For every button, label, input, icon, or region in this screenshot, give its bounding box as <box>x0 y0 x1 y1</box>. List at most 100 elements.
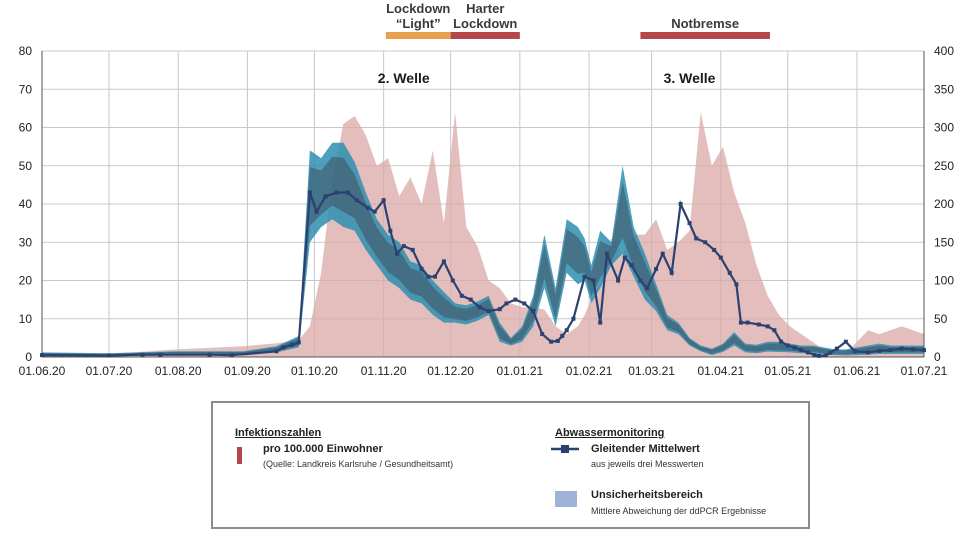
legend-line-swatch <box>551 442 581 456</box>
y-right-tick-label: 150 <box>934 235 954 249</box>
ma-point <box>911 347 915 351</box>
x-tick-label: 01.06.21 <box>834 364 881 378</box>
period-label: Lockdown <box>453 16 517 31</box>
y-right-tick-labels: 050100150200250300350400 <box>934 44 954 364</box>
ma-point <box>487 309 491 313</box>
ma-point <box>513 298 517 302</box>
ma-point <box>420 267 424 271</box>
ma-point <box>433 275 437 279</box>
y-right-tick-label: 200 <box>934 197 954 211</box>
ma-point <box>824 353 828 357</box>
ma-point <box>806 350 810 354</box>
ma-point <box>728 271 732 275</box>
ma-point <box>297 340 301 344</box>
ma-point <box>739 321 743 325</box>
ma-point <box>402 244 406 248</box>
ma-point <box>616 279 620 283</box>
ma-point <box>411 248 415 252</box>
ma-point <box>315 210 319 214</box>
ma-point <box>335 191 339 195</box>
y-left-tick-label: 50 <box>19 159 33 173</box>
ma-point <box>688 221 692 225</box>
legend-band-main: Unsicherheitsbereich <box>591 489 703 501</box>
ma-point <box>522 301 526 305</box>
legend: Infektionszahlen pro 100.000 Einwohner (… <box>211 401 810 529</box>
ma-point <box>451 279 455 283</box>
y-left-tick-label: 0 <box>25 350 32 364</box>
legend-infection-swatch <box>237 447 242 464</box>
period-label: Notbremse <box>671 16 739 31</box>
ma-point <box>792 345 796 349</box>
period-bar <box>451 32 520 39</box>
ma-point <box>549 340 553 344</box>
ma-point <box>694 236 698 240</box>
period-bar <box>386 32 451 39</box>
ma-point <box>290 343 294 347</box>
ma-point <box>281 345 285 349</box>
legend-ma-sub: aus jeweils drei Messwerten <box>591 459 704 469</box>
ma-point <box>395 252 399 256</box>
legend-band-swatch <box>555 491 577 507</box>
ma-point <box>766 324 770 328</box>
x-tick-label: 01.05.21 <box>764 364 811 378</box>
ma-point <box>308 191 312 195</box>
ma-point <box>670 271 674 275</box>
ma-point <box>346 191 350 195</box>
ma-point <box>605 252 609 256</box>
ma-point <box>645 286 649 290</box>
y-left-tick-label: 60 <box>19 121 33 135</box>
ma-point <box>661 252 665 256</box>
y-left-tick-label: 30 <box>19 235 33 249</box>
ma-point <box>779 340 783 344</box>
ma-point <box>746 321 750 325</box>
legend-infection-sub: (Quelle: Landkreis Karlsruhe / Gesundhei… <box>263 459 453 469</box>
period-label: “Light” <box>396 16 441 31</box>
ma-point <box>40 353 44 357</box>
ma-point <box>469 298 473 302</box>
y-left-tick-label: 80 <box>19 44 33 58</box>
x-tick-label: 01.12.20 <box>427 364 474 378</box>
x-tick-label: 01.02.21 <box>566 364 613 378</box>
ma-point <box>478 305 482 309</box>
ma-point <box>531 309 535 313</box>
x-tick-labels: 01.06.20 01.07.20 01.08.20 01.09.20 01.10.20… <box>19 364 948 378</box>
x-tick-label: 01.04.21 <box>697 364 744 378</box>
y-right-tick-label: 100 <box>934 274 954 288</box>
chart: 01.06.20 01.07.20 01.08.20 01.09.20 01.10.20… <box>0 0 960 400</box>
period-bar <box>640 32 770 39</box>
infection-area <box>42 112 924 357</box>
period-label: Lockdown <box>386 1 450 16</box>
ma-point <box>772 328 776 332</box>
x-tick-label: 01.07.21 <box>901 364 948 378</box>
ma-point <box>817 354 821 358</box>
x-tick-label: 01.10.20 <box>291 364 338 378</box>
x-tick-label: 01.11.20 <box>361 364 407 378</box>
ma-point <box>629 263 633 267</box>
ma-point <box>900 347 904 351</box>
ma-point <box>853 349 857 353</box>
ma-point <box>324 194 328 198</box>
legend-infection: Infektionszahlen pro 100.000 Einwohner (… <box>235 427 321 439</box>
ma-point <box>866 350 870 354</box>
y-right-tick-label: 400 <box>934 44 954 58</box>
ma-point <box>426 275 430 279</box>
period-label: Harter <box>466 1 504 16</box>
x-tick-label: 01.03.21 <box>628 364 675 378</box>
ma-point <box>230 353 234 357</box>
x-tick-label: 01.01.21 <box>496 364 543 378</box>
ma-point <box>922 348 926 352</box>
ma-point <box>207 353 211 357</box>
y-left-tick-label: 20 <box>19 274 33 288</box>
wave-annotation: 2. Welle <box>378 70 430 86</box>
ma-point <box>719 256 723 260</box>
ma-point <box>786 344 790 348</box>
ma-point <box>835 347 839 351</box>
ma-point <box>734 282 738 286</box>
ma-point <box>799 348 803 352</box>
ma-point <box>889 348 893 352</box>
ma-point <box>382 198 386 202</box>
ma-point <box>712 248 716 252</box>
ma-point <box>583 275 587 279</box>
x-tick-label: 01.06.20 <box>19 364 66 378</box>
ma-point <box>757 322 761 326</box>
